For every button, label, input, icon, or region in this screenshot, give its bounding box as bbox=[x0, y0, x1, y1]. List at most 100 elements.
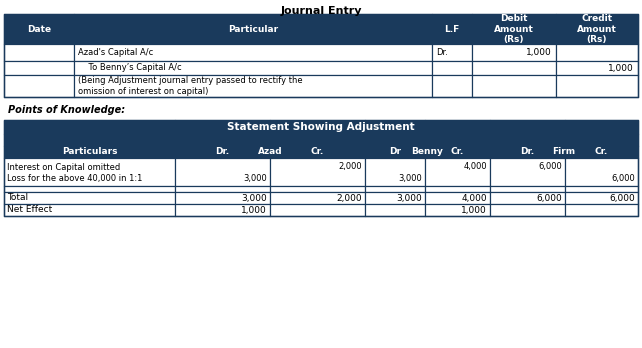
Text: Dr.: Dr. bbox=[521, 148, 535, 157]
FancyBboxPatch shape bbox=[175, 146, 270, 158]
Text: Net Effect: Net Effect bbox=[7, 206, 52, 214]
FancyBboxPatch shape bbox=[74, 14, 432, 44]
Text: Azad's Capital A/c: Azad's Capital A/c bbox=[78, 48, 153, 57]
Text: 1,000: 1,000 bbox=[461, 206, 487, 214]
FancyBboxPatch shape bbox=[556, 14, 638, 44]
FancyBboxPatch shape bbox=[490, 204, 565, 216]
FancyBboxPatch shape bbox=[490, 158, 565, 186]
FancyBboxPatch shape bbox=[270, 146, 365, 158]
FancyBboxPatch shape bbox=[365, 158, 425, 186]
FancyBboxPatch shape bbox=[4, 158, 175, 186]
Text: Dr.: Dr. bbox=[436, 48, 448, 57]
FancyBboxPatch shape bbox=[432, 44, 472, 61]
FancyBboxPatch shape bbox=[565, 158, 638, 186]
Text: 6,000: 6,000 bbox=[611, 174, 635, 182]
FancyBboxPatch shape bbox=[472, 44, 556, 61]
Text: Dr.: Dr. bbox=[216, 148, 230, 157]
Text: Interest on Capital omitted: Interest on Capital omitted bbox=[7, 163, 120, 172]
FancyBboxPatch shape bbox=[365, 146, 425, 158]
Text: Azad: Azad bbox=[257, 148, 282, 157]
Text: Statement Showing Adjustment: Statement Showing Adjustment bbox=[227, 122, 415, 132]
Text: 3,000: 3,000 bbox=[241, 193, 267, 203]
Text: Particulars: Particulars bbox=[62, 148, 117, 157]
FancyBboxPatch shape bbox=[365, 186, 425, 192]
FancyBboxPatch shape bbox=[4, 75, 74, 97]
FancyBboxPatch shape bbox=[270, 204, 365, 216]
FancyBboxPatch shape bbox=[4, 134, 175, 158]
FancyBboxPatch shape bbox=[425, 192, 490, 204]
FancyBboxPatch shape bbox=[74, 61, 432, 75]
Text: 2,000: 2,000 bbox=[336, 193, 362, 203]
Text: 3,000: 3,000 bbox=[398, 174, 422, 182]
Text: 3,000: 3,000 bbox=[396, 193, 422, 203]
FancyBboxPatch shape bbox=[4, 120, 638, 134]
FancyBboxPatch shape bbox=[490, 146, 565, 158]
FancyBboxPatch shape bbox=[565, 204, 638, 216]
FancyBboxPatch shape bbox=[432, 14, 472, 44]
FancyBboxPatch shape bbox=[490, 186, 565, 192]
FancyBboxPatch shape bbox=[365, 134, 490, 146]
FancyBboxPatch shape bbox=[4, 204, 175, 216]
Text: Points of Knowledge:: Points of Knowledge: bbox=[8, 105, 125, 115]
Text: 1,000: 1,000 bbox=[526, 48, 552, 57]
Text: L.F: L.F bbox=[444, 24, 460, 33]
FancyBboxPatch shape bbox=[175, 186, 270, 192]
FancyBboxPatch shape bbox=[74, 75, 432, 97]
Text: Loss for the above 40,000 in 1:1: Loss for the above 40,000 in 1:1 bbox=[7, 174, 143, 182]
Text: Particular: Particular bbox=[228, 24, 278, 33]
FancyBboxPatch shape bbox=[556, 61, 638, 75]
FancyBboxPatch shape bbox=[175, 158, 270, 186]
Text: 6,000: 6,000 bbox=[538, 163, 562, 172]
FancyBboxPatch shape bbox=[432, 75, 472, 97]
FancyBboxPatch shape bbox=[175, 192, 270, 204]
FancyBboxPatch shape bbox=[270, 192, 365, 204]
FancyBboxPatch shape bbox=[4, 44, 74, 61]
Text: Debit
Amount
(Rs): Debit Amount (Rs) bbox=[494, 14, 534, 44]
FancyBboxPatch shape bbox=[270, 186, 365, 192]
FancyBboxPatch shape bbox=[175, 134, 365, 146]
Text: (Being Adjustment journal entry passed to rectify the
omission of interest on ca: (Being Adjustment journal entry passed t… bbox=[78, 76, 302, 96]
FancyBboxPatch shape bbox=[270, 158, 365, 186]
FancyBboxPatch shape bbox=[565, 146, 638, 158]
Text: 4,000: 4,000 bbox=[462, 193, 487, 203]
Text: 6,000: 6,000 bbox=[609, 193, 635, 203]
FancyBboxPatch shape bbox=[472, 14, 556, 44]
Text: Benny: Benny bbox=[412, 148, 444, 157]
FancyBboxPatch shape bbox=[175, 204, 270, 216]
Text: Dr: Dr bbox=[389, 148, 401, 157]
Text: Total: Total bbox=[7, 193, 28, 203]
FancyBboxPatch shape bbox=[4, 61, 74, 75]
FancyBboxPatch shape bbox=[4, 192, 175, 204]
Text: Credit
Amount
(Rs): Credit Amount (Rs) bbox=[577, 14, 617, 44]
Text: Firm: Firm bbox=[552, 148, 576, 157]
FancyBboxPatch shape bbox=[490, 192, 565, 204]
Text: Cr.: Cr. bbox=[595, 148, 608, 157]
Text: 4,000: 4,000 bbox=[464, 163, 487, 172]
FancyBboxPatch shape bbox=[425, 204, 490, 216]
FancyBboxPatch shape bbox=[432, 61, 472, 75]
Text: 1,000: 1,000 bbox=[608, 63, 634, 72]
FancyBboxPatch shape bbox=[565, 186, 638, 192]
Text: Journal Entry: Journal Entry bbox=[281, 6, 361, 16]
Text: 6,000: 6,000 bbox=[536, 193, 562, 203]
Text: 2,000: 2,000 bbox=[338, 163, 362, 172]
FancyBboxPatch shape bbox=[4, 14, 74, 44]
FancyBboxPatch shape bbox=[365, 192, 425, 204]
FancyBboxPatch shape bbox=[472, 75, 556, 97]
Text: 3,000: 3,000 bbox=[243, 174, 267, 182]
FancyBboxPatch shape bbox=[565, 192, 638, 204]
FancyBboxPatch shape bbox=[556, 75, 638, 97]
FancyBboxPatch shape bbox=[425, 158, 490, 186]
FancyBboxPatch shape bbox=[472, 61, 556, 75]
Text: Cr.: Cr. bbox=[451, 148, 464, 157]
FancyBboxPatch shape bbox=[556, 44, 638, 61]
FancyBboxPatch shape bbox=[490, 134, 638, 146]
FancyBboxPatch shape bbox=[74, 44, 432, 61]
FancyBboxPatch shape bbox=[425, 146, 490, 158]
Text: 1,000: 1,000 bbox=[241, 206, 267, 214]
FancyBboxPatch shape bbox=[425, 186, 490, 192]
Text: To Benny’s Capital A/c: To Benny’s Capital A/c bbox=[78, 63, 182, 72]
FancyBboxPatch shape bbox=[4, 186, 175, 192]
Text: Date: Date bbox=[27, 24, 51, 33]
FancyBboxPatch shape bbox=[365, 204, 425, 216]
